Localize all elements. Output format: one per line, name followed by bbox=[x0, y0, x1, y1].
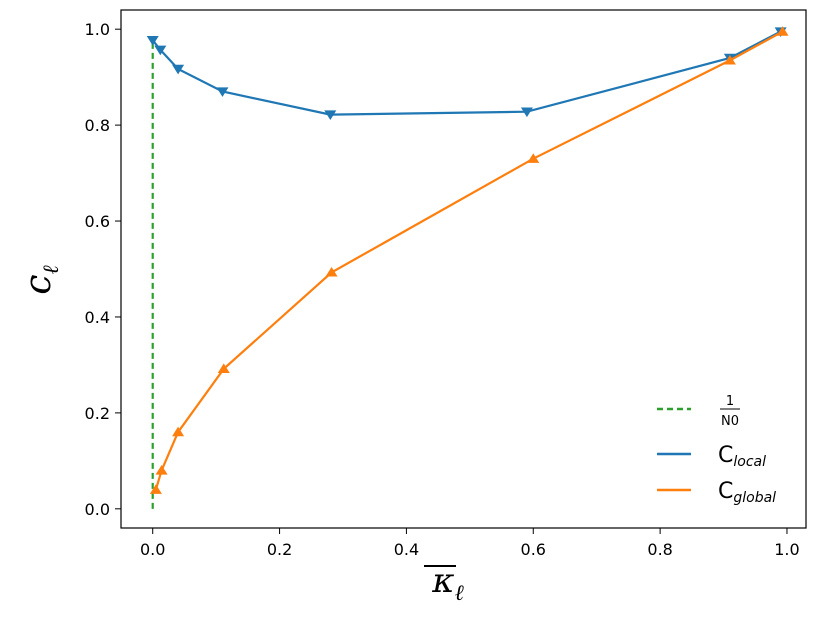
x-tick-label: 0.8 bbox=[647, 540, 672, 559]
data-point-cglobal bbox=[723, 54, 736, 65]
x-tick-label: 0.2 bbox=[267, 540, 292, 559]
y-tick-label: 0.6 bbox=[85, 212, 110, 231]
series-line-clocal bbox=[151, 30, 782, 116]
legend-cglobal-main: C bbox=[718, 479, 733, 504]
x-axis-label-main: κ bbox=[431, 561, 454, 601]
legend-clocal-sub: local bbox=[733, 454, 766, 470]
y-tick-label: 0.8 bbox=[85, 116, 110, 135]
data-point-clocal bbox=[324, 110, 337, 120]
y-tick-label: 0.0 bbox=[85, 500, 110, 519]
y-tick-label: 1.0 bbox=[85, 20, 110, 39]
series-line-cglobal bbox=[154, 30, 784, 490]
series-layer bbox=[146, 26, 789, 509]
y-axis-label-main: c bbox=[18, 275, 59, 295]
data-point-cglobal bbox=[155, 465, 168, 475]
x-tick-label: 0.4 bbox=[394, 540, 419, 559]
legend-label-clocal: Clocal bbox=[718, 443, 766, 470]
x-tick-label: 0.0 bbox=[140, 540, 165, 559]
y-tick-label: 0.4 bbox=[85, 308, 110, 327]
x-tick-label: 0.6 bbox=[521, 540, 546, 559]
data-point-clocal bbox=[216, 87, 229, 97]
data-point-cglobal bbox=[776, 26, 789, 36]
data-point-clocal bbox=[154, 45, 167, 56]
data-point-cglobal bbox=[217, 363, 230, 373]
data-point-cglobal bbox=[172, 426, 185, 437]
y-axis-label-sub: ℓ bbox=[39, 265, 64, 275]
legend-reference-numerator: 1 bbox=[726, 394, 734, 409]
legend-clocal-main: C bbox=[718, 443, 733, 468]
legend: 1 N0 Clocal Cglobal bbox=[657, 394, 776, 506]
x-axis-label-sub: ℓ bbox=[455, 581, 465, 606]
legend-cglobal-sub: global bbox=[733, 490, 776, 506]
data-point-cglobal bbox=[149, 484, 162, 494]
x-axis-label: κℓ bbox=[431, 561, 464, 606]
y-axis-label: cℓ bbox=[18, 265, 64, 295]
plot-frame bbox=[120, 9, 807, 529]
data-point-clocal bbox=[146, 36, 159, 46]
data-point-clocal bbox=[520, 107, 533, 118]
axis-ticks: 0.0 0.2 0.4 0.6 0.8 1.0 0.0 0.2 0.4 0.6 0.8 1.0 bbox=[85, 20, 800, 559]
data-point-cglobal bbox=[527, 153, 540, 163]
data-point-cglobal bbox=[325, 266, 338, 277]
legend-label-cglobal: Cglobal bbox=[718, 479, 776, 506]
x-tick-label: 1.0 bbox=[774, 540, 799, 559]
legend-reference-denominator: N0 bbox=[721, 414, 739, 429]
data-point-clocal bbox=[172, 64, 185, 75]
y-tick-label: 0.2 bbox=[85, 404, 110, 423]
